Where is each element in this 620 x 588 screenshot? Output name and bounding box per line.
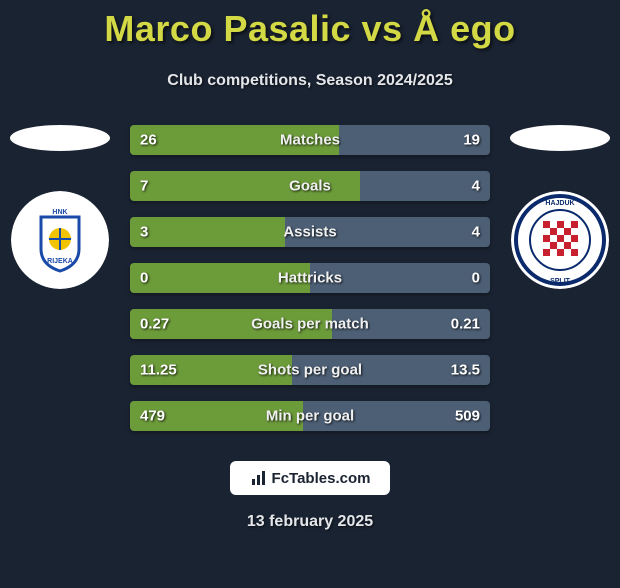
stat-right-value: 509 bbox=[455, 408, 480, 425]
stat-bars: 26 19 Matches 7 4 Goals 3 4 Assists 0 0 Hattricks 0.… bbox=[130, 125, 490, 431]
stat-row: 0 0 Hattricks bbox=[130, 263, 490, 293]
right-player-column: HAJDUK SPLIT bbox=[500, 125, 620, 289]
left-club-badge: HNK RIJEKA bbox=[11, 191, 109, 289]
stat-right-value: 13.5 bbox=[451, 362, 480, 379]
stat-right-value: 0.21 bbox=[451, 316, 480, 333]
date-text: 13 february 2025 bbox=[0, 513, 620, 531]
stat-right-value: 4 bbox=[472, 224, 480, 241]
stat-row: 7 4 Goals bbox=[130, 171, 490, 201]
stat-left-value: 0.27 bbox=[140, 316, 169, 333]
stat-left-value: 0 bbox=[140, 270, 148, 287]
svg-text:RIJEKA: RIJEKA bbox=[47, 258, 73, 265]
stat-left-value: 11.25 bbox=[140, 362, 177, 379]
page-subtitle: Club competitions, Season 2024/2025 bbox=[0, 72, 620, 90]
stat-row: 3 4 Assists bbox=[130, 217, 490, 247]
bar-left-fill bbox=[130, 217, 285, 247]
stat-right-value: 4 bbox=[472, 178, 480, 195]
stat-row: 11.25 13.5 Shots per goal bbox=[130, 355, 490, 385]
left-country-flag bbox=[10, 125, 110, 151]
stat-label: Matches bbox=[280, 132, 340, 149]
stat-right-value: 0 bbox=[472, 270, 480, 287]
stat-left-value: 479 bbox=[140, 408, 165, 425]
bar-right-fill bbox=[360, 171, 490, 201]
stat-row: 479 509 Min per goal bbox=[130, 401, 490, 431]
svg-text:HAJDUK: HAJDUK bbox=[545, 200, 574, 207]
svg-text:HNK: HNK bbox=[52, 209, 67, 216]
stat-row: 0.27 0.21 Goals per match bbox=[130, 309, 490, 339]
stat-label: Goals bbox=[289, 178, 331, 195]
stat-label: Hattricks bbox=[278, 270, 342, 287]
brand-text: FcTables.com bbox=[272, 470, 371, 487]
stat-row: 26 19 Matches bbox=[130, 125, 490, 155]
right-country-flag bbox=[510, 125, 610, 151]
left-player-column: HNK RIJEKA bbox=[0, 125, 120, 289]
stat-right-value: 19 bbox=[463, 132, 480, 149]
stat-label: Assists bbox=[283, 224, 336, 241]
page-title: Marco Pasalic vs Å ego bbox=[0, 8, 620, 50]
chart-icon bbox=[250, 469, 268, 487]
stat-label: Min per goal bbox=[266, 408, 354, 425]
stat-left-value: 26 bbox=[140, 132, 157, 149]
stat-label: Shots per goal bbox=[258, 362, 362, 379]
right-club-badge: HAJDUK SPLIT bbox=[511, 191, 609, 289]
stat-label: Goals per match bbox=[251, 316, 369, 333]
stat-left-value: 3 bbox=[140, 224, 148, 241]
comparison-content: HNK RIJEKA HAJDUK SPLIT 26 19 Matches 7 4 Goa… bbox=[0, 125, 620, 431]
svg-text:SPLIT: SPLIT bbox=[550, 278, 571, 285]
brand-logo: FcTables.com bbox=[230, 461, 390, 495]
stat-left-value: 7 bbox=[140, 178, 148, 195]
